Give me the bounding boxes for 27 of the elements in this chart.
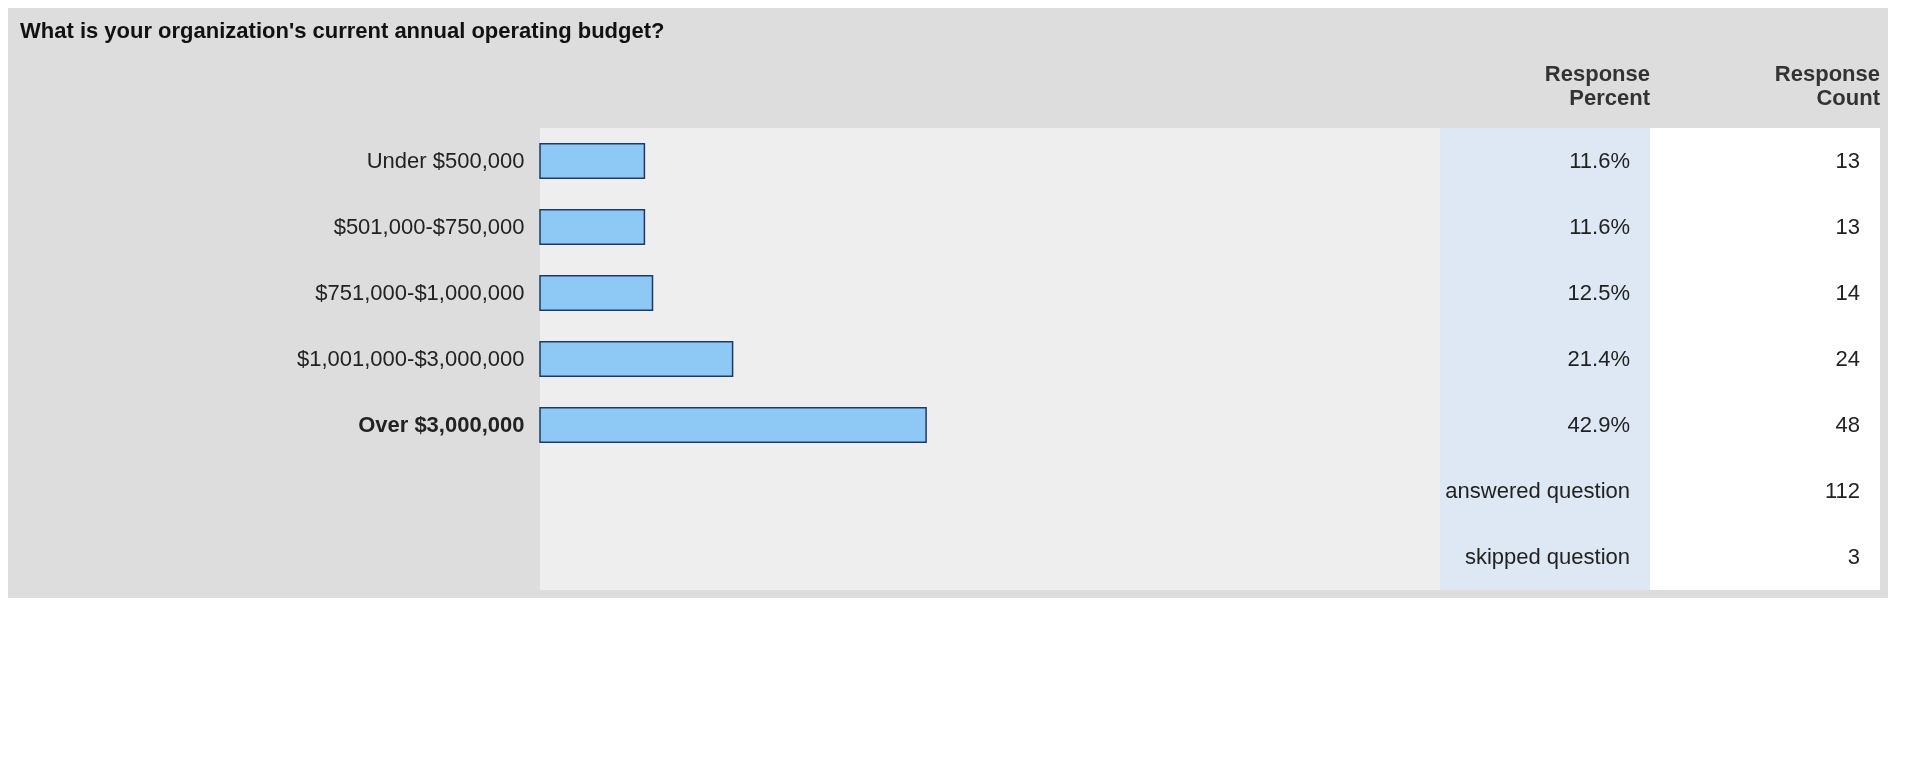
text: 14 [1835, 280, 1860, 305]
data-label: 42.9% [1567, 412, 1630, 437]
y-tick-label: Under $500,000 [366, 148, 525, 173]
text: 3 [1847, 544, 1860, 569]
y-tick-label: $751,000-$1,000,000 [315, 280, 525, 305]
data-label: 11.6% [1569, 148, 1630, 173]
text: Response Count [1774, 61, 1881, 110]
data-label: 11.6% [1569, 214, 1630, 239]
text: 13 [1835, 214, 1860, 239]
text: Response Percent [1544, 61, 1651, 110]
bar [539, 341, 734, 377]
data-label: 21.4% [1567, 346, 1630, 371]
data-label: 12.5% [1567, 280, 1630, 305]
text: answered question [1445, 478, 1630, 503]
bar [539, 209, 646, 245]
text: What is your organization's current annual operating budget? [20, 18, 665, 43]
text: 13 [1835, 148, 1860, 173]
text: 112 [1824, 478, 1860, 503]
text: 24 [1835, 346, 1860, 371]
y-tick-label: Over $3,000,000 [358, 412, 525, 437]
bar [539, 275, 654, 311]
text: 48 [1835, 412, 1860, 437]
bar [539, 143, 646, 179]
text: skipped question [1464, 544, 1630, 569]
y-tick-label: $1,001,000-$3,000,000 [296, 346, 525, 371]
y-tick-label: $501,000-$750,000 [333, 214, 525, 239]
bar [539, 407, 927, 443]
